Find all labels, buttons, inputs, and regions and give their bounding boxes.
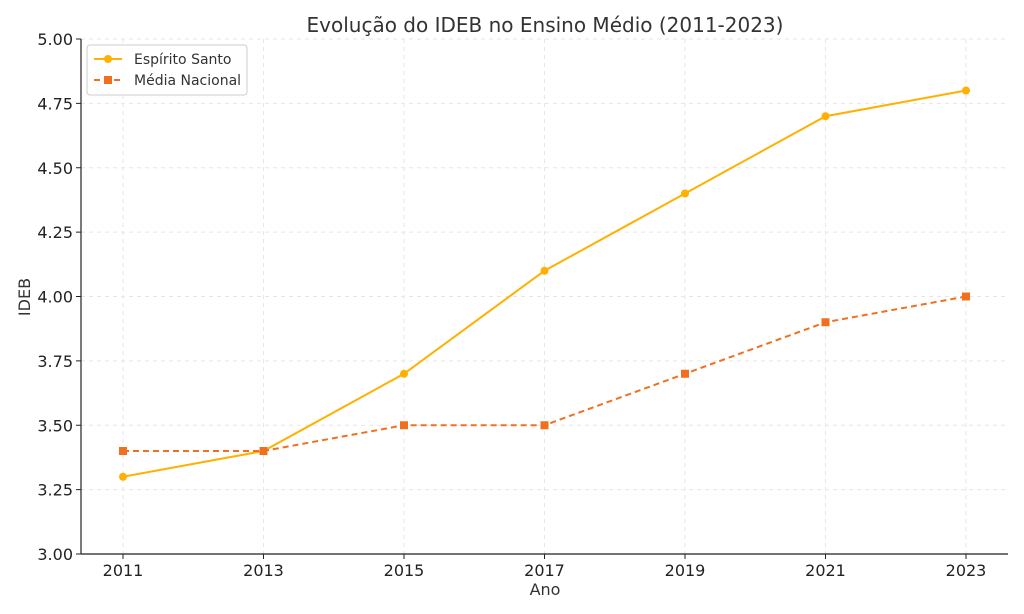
data-point-media-nacional: [821, 318, 830, 327]
data-point-media-nacional: [400, 421, 408, 430]
data-point-media-nacional: [962, 292, 970, 301]
y-axis-label: IDEB: [15, 278, 34, 316]
x-tick-label: 2017: [524, 561, 565, 580]
y-tick-label: 3.25: [37, 481, 73, 500]
data-point-espirito-santo: [681, 189, 689, 198]
y-tick-label: 3.50: [37, 416, 73, 435]
x-tick-label: 2019: [665, 561, 706, 580]
data-point-media-nacional: [681, 369, 689, 378]
y-tick-label: 4.00: [37, 288, 73, 307]
y-tick-label: 4.25: [37, 223, 73, 242]
legend-label-espirito-santo: Espírito Santo: [134, 52, 231, 68]
chart-title: Evolução do IDEB no Ensino Médio (2011-2…: [307, 13, 784, 37]
y-tick-label: 3.75: [37, 352, 73, 371]
legend-label-media-nacional: Média Nacional: [134, 73, 241, 89]
series-layer: [119, 86, 970, 481]
tick-layer: 3.00 3.25 3.50 3.75 4.00 4.25 4.50 4.75 5.00 2011…: [37, 30, 986, 580]
legend-frame: [86, 44, 248, 96]
legend-marker-media-nacional: [104, 76, 112, 84]
x-tick-label: 2013: [243, 561, 284, 580]
data-point-media-nacional: [259, 447, 268, 455]
x-tick-label: 2023: [946, 561, 987, 580]
data-point-espirito-santo: [962, 86, 970, 95]
grid-layer: [81, 38, 1008, 555]
y-tick-label: 5.00: [37, 30, 73, 49]
x-tick-label: 2015: [384, 561, 425, 580]
data-point-espirito-santo: [400, 369, 408, 378]
x-tick-label: 2021: [805, 561, 846, 580]
legend: Espírito Santo Média Nacional: [86, 44, 248, 96]
data-point-espirito-santo: [540, 266, 549, 275]
x-tick-label: 2011: [103, 561, 144, 580]
x-axis-label: Ano: [530, 580, 561, 599]
y-tick-label: 4.75: [37, 94, 73, 113]
y-tick-label: 3.00: [37, 545, 73, 564]
data-point-espirito-santo: [821, 112, 830, 121]
data-point-espirito-santo: [119, 472, 127, 481]
legend-marker-espirito-santo: [104, 55, 112, 63]
data-point-media-nacional: [540, 421, 549, 430]
y-tick-label: 4.50: [37, 159, 73, 178]
data-point-media-nacional: [119, 447, 127, 455]
